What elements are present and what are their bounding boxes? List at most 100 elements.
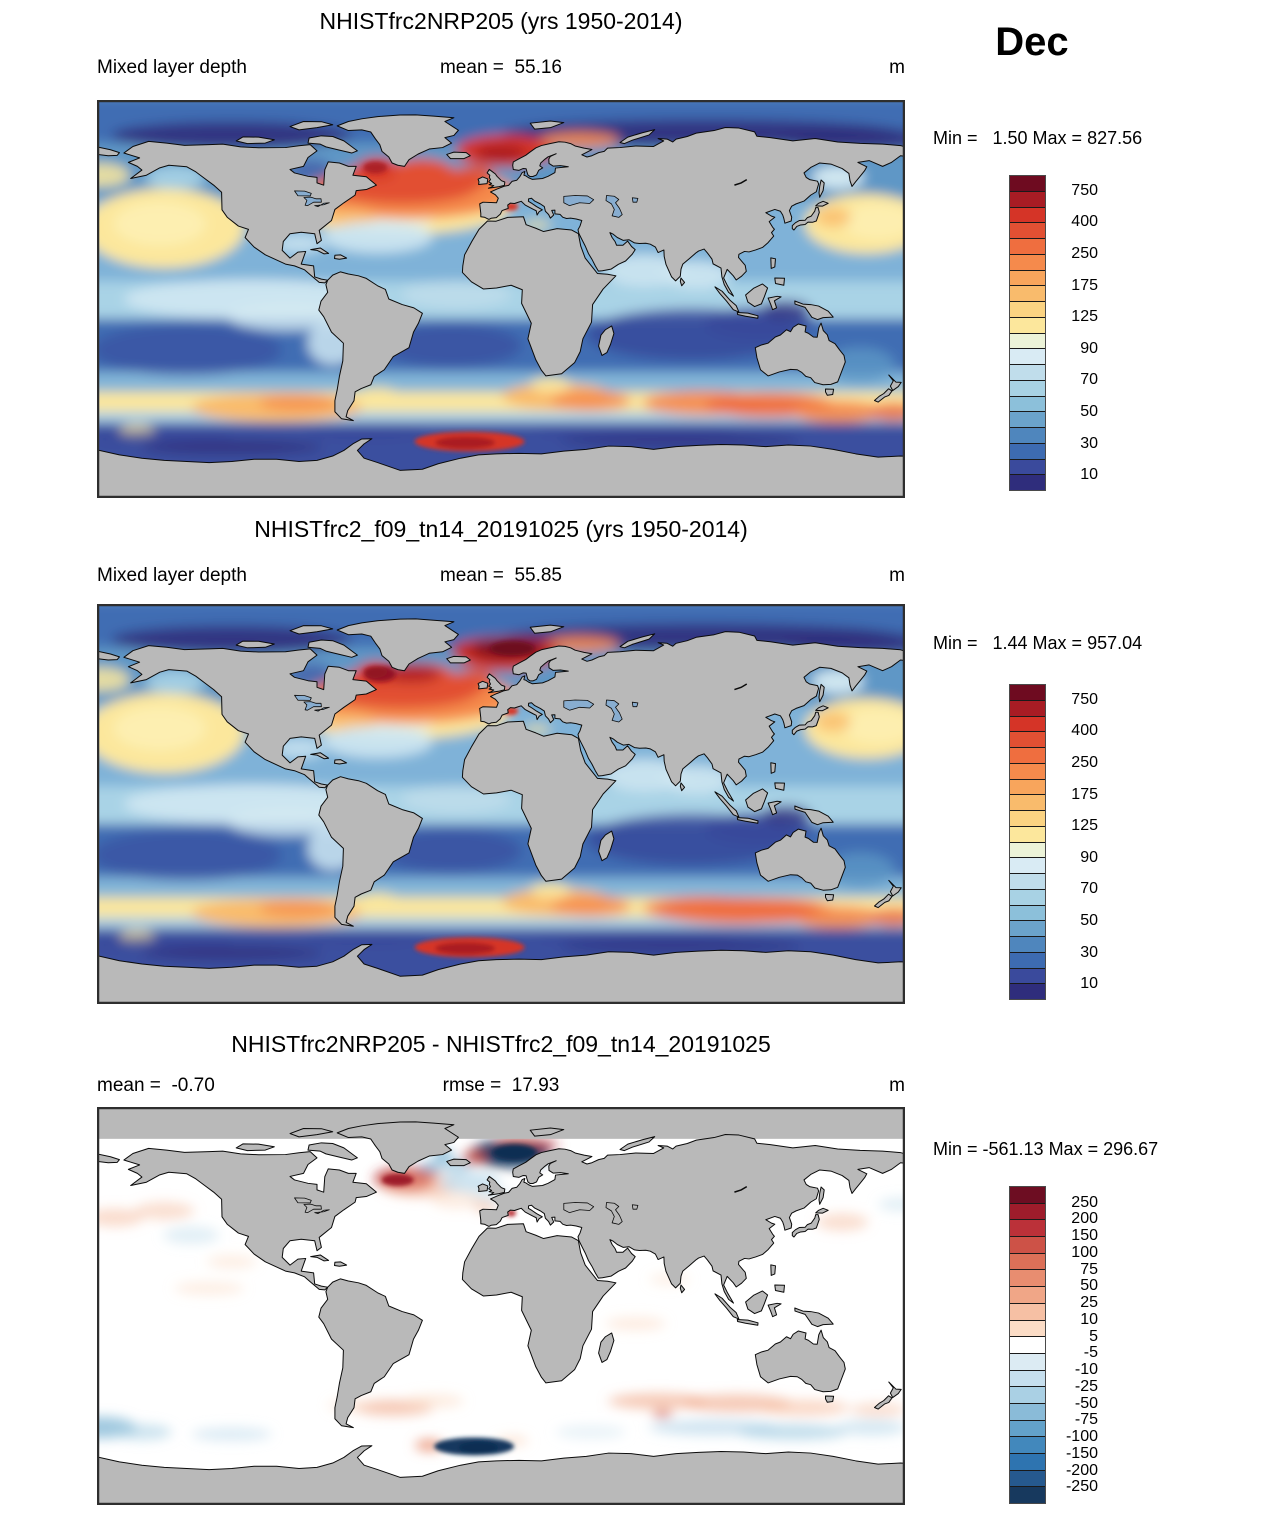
- colorbar-tick-label: 400: [1071, 213, 1098, 231]
- colorbar-cell: [1010, 253, 1045, 270]
- panel2-units-label: m: [889, 565, 905, 586]
- colorbar-cell: [1010, 395, 1045, 412]
- colorbar-cell: [1010, 1419, 1045, 1437]
- colorbar-tick-label: 150: [1071, 1227, 1098, 1245]
- colorbar-cell: [1010, 794, 1045, 810]
- colorbar-cell: [1010, 1436, 1045, 1453]
- colorbar-tick-label: 200: [1071, 1210, 1098, 1228]
- colorbar-tick-label: 100: [1071, 1243, 1098, 1261]
- colorbar-tick-label: 90: [1080, 848, 1098, 866]
- colorbar-cell: [1010, 841, 1045, 858]
- colorbar-tick-label: -25: [1074, 1377, 1098, 1395]
- colorbar-tick-label: 750: [1071, 181, 1098, 199]
- panel2-minmax-label: Min = 1.44 Max = 957.04: [933, 633, 1143, 653]
- colorbar-cell: [1010, 762, 1045, 779]
- colorbar-cell: [1010, 1187, 1045, 1203]
- panel3-mean-stat: mean = -0.70: [97, 1075, 215, 1096]
- colorbar-cell: [1010, 747, 1045, 763]
- panel1-units-label: m: [889, 57, 905, 78]
- colorbar-labels-model2: 750 400 250 175 125 90 70 50 30 10: [1050, 684, 1098, 1000]
- colorbar-cell: [1010, 190, 1045, 207]
- colorbar-cell: [1010, 474, 1045, 490]
- colorbar-tick-label: 125: [1071, 308, 1098, 326]
- colorbar-tick-label: -100: [1065, 1428, 1098, 1446]
- colorbar-tick-label: -250: [1065, 1478, 1098, 1496]
- colorbar-labels-model1: 750 400 250 175 125 90 70 50 30 10: [1050, 175, 1098, 491]
- colorbar-cell: [1010, 1402, 1045, 1420]
- colorbar-cell: [1010, 1236, 1045, 1253]
- colorbar-cell: [1010, 936, 1045, 952]
- colorbar-cell: [1010, 379, 1045, 396]
- colorbar-cell: [1010, 1453, 1045, 1470]
- colorbar-cell: [1010, 348, 1045, 364]
- colorbar-cell: [1010, 731, 1045, 747]
- colorbar-cell: [1010, 873, 1045, 889]
- colorbar-cell: [1010, 301, 1045, 317]
- colorbar-tick-label: 50: [1080, 403, 1098, 420]
- colorbar-tick-label: -10: [1074, 1361, 1098, 1379]
- colorbar-tick-label: 25: [1080, 1294, 1098, 1312]
- colorbar-cell: [1010, 458, 1045, 475]
- colorbar-cell: [1010, 1202, 1045, 1220]
- colorbar-cell: [1010, 715, 1045, 732]
- colorbar-tick-label: -150: [1065, 1444, 1098, 1462]
- colorbar-tick-label: 10: [1080, 1310, 1098, 1328]
- colorbar-model1: [1009, 175, 1046, 491]
- map-model2: [97, 604, 905, 1004]
- colorbar-cell: [1010, 427, 1045, 443]
- colorbar-cell: [1010, 1269, 1045, 1287]
- colorbar-cell: [1010, 967, 1045, 984]
- colorbar-tick-label: 75: [1080, 1260, 1098, 1278]
- colorbar-tick-label: -200: [1065, 1461, 1098, 1479]
- panel3-rmse-stat: rmse = 17.93: [442, 1075, 560, 1096]
- colorbar-model2: [1009, 684, 1046, 1000]
- colorbar-tick-label: 50: [1080, 912, 1098, 929]
- map-difference: [97, 1107, 905, 1505]
- colorbar-cell: [1010, 778, 1045, 795]
- colorbar-tick-label: 70: [1080, 371, 1098, 389]
- colorbar-cell: [1010, 904, 1045, 921]
- colorbar-cell: [1010, 983, 1045, 999]
- colorbar-cell: [1010, 1486, 1045, 1504]
- colorbar-cell: [1010, 222, 1045, 238]
- colorbar-tick-label: 30: [1080, 943, 1098, 961]
- colorbar-difference: [1009, 1186, 1046, 1504]
- colorbar-cell: [1010, 1469, 1045, 1487]
- panel2-title: NHISTfrc2_f09_tn14_20191025 (yrs 1950-20…: [254, 516, 748, 542]
- panel1-field-label: Mixed layer depth: [97, 57, 247, 78]
- colorbar-cell: [1010, 316, 1045, 333]
- colorbar-tick-label: 10: [1080, 975, 1098, 993]
- colorbar-cell: [1010, 1336, 1045, 1353]
- colorbar-tick-label: 175: [1071, 276, 1098, 294]
- colorbar-cell: [1010, 285, 1045, 301]
- colorbar-cell: [1010, 1252, 1045, 1270]
- colorbar-cell: [1010, 1369, 1045, 1387]
- panel1-minmax-label: Min = 1.50 Max = 827.56: [933, 128, 1143, 148]
- colorbar-tick-label: 5: [1089, 1327, 1098, 1345]
- colorbar-cell: [1010, 1319, 1045, 1337]
- map-model1: [97, 100, 905, 498]
- colorbar-cell: [1010, 238, 1045, 254]
- colorbar-cell: [1010, 332, 1045, 349]
- colorbar-cell: [1010, 1219, 1045, 1237]
- month-label: Dec: [995, 20, 1069, 64]
- colorbar-tick-label: 250: [1071, 245, 1098, 262]
- colorbar-tick-label: -50: [1074, 1394, 1098, 1412]
- colorbar-cell: [1010, 920, 1045, 936]
- colorbar-tick-label: 175: [1071, 785, 1098, 803]
- panel3-units-label: m: [889, 1075, 905, 1096]
- colorbar-cell: [1010, 206, 1045, 223]
- colorbar-cell: [1010, 951, 1045, 968]
- colorbar-tick-label: 90: [1080, 339, 1098, 357]
- colorbar-cell: [1010, 364, 1045, 380]
- colorbar-cell: [1010, 1352, 1045, 1370]
- panel3-minmax-label: Min = -561.13 Max = 296.67: [933, 1139, 1159, 1159]
- colorbar-tick-label: 400: [1071, 722, 1098, 740]
- colorbar-tick-label: 30: [1080, 434, 1098, 452]
- panel2-mean-stat: mean = 55.85: [439, 565, 562, 586]
- colorbar-cell: [1010, 857, 1045, 873]
- colorbar-cell: [1010, 269, 1045, 286]
- colorbar-cell: [1010, 810, 1045, 826]
- colorbar-tick-label: -75: [1074, 1411, 1098, 1429]
